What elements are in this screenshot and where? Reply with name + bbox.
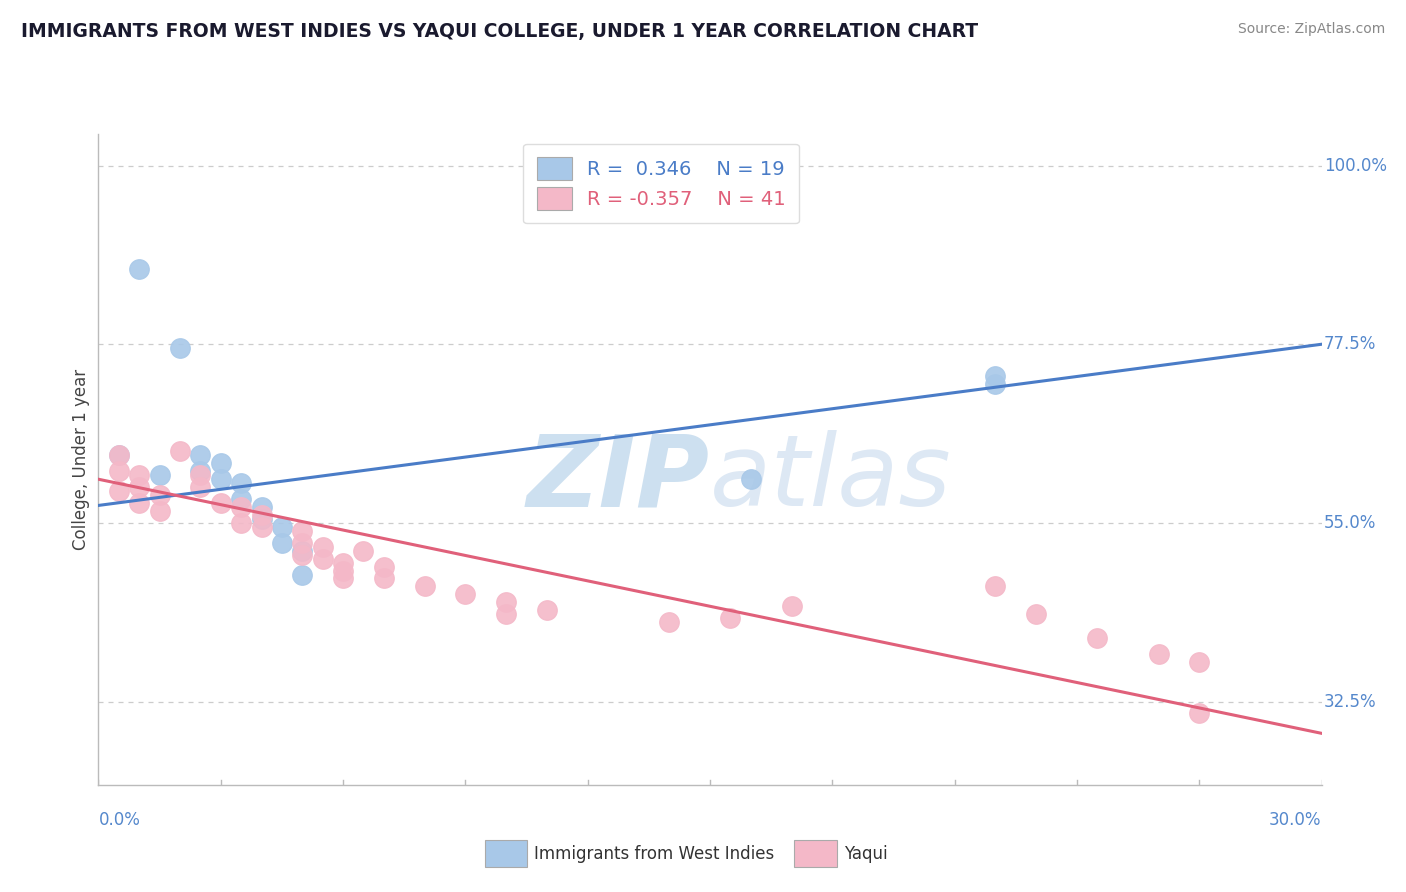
Text: 100.0%: 100.0% [1324,157,1388,175]
Point [231,516,253,530]
Point [454,587,477,601]
Point [312,540,335,554]
Point [149,488,172,502]
Point [291,543,314,558]
Point [128,468,150,483]
Point [250,508,273,522]
Point [188,480,212,494]
Point [495,595,517,609]
Point [108,449,131,463]
Point [291,535,314,549]
Point [312,551,335,566]
Point [291,548,314,562]
Text: 55.0%: 55.0% [1324,514,1376,532]
Point [740,472,762,486]
Point [984,376,1007,391]
Point [149,468,172,483]
Point [270,520,294,534]
Text: Immigrants from West Indies: Immigrants from West Indies [534,845,775,863]
Text: Yaqui: Yaqui [844,845,887,863]
Legend: R =  0.346    N = 19, R = -0.357    N = 41: R = 0.346 N = 19, R = -0.357 N = 41 [523,144,799,223]
Point [209,456,232,470]
Point [780,599,803,614]
Point [250,520,273,534]
Point [128,261,150,276]
Point [250,500,273,514]
Point [373,559,395,574]
Point [984,369,1007,384]
Point [1025,607,1047,622]
Point [1188,655,1211,669]
Point [231,492,253,507]
Point [188,468,212,483]
Point [718,611,742,625]
Point [169,341,191,355]
Point [108,484,131,499]
Point [495,607,517,622]
Point [658,615,681,630]
Point [108,449,131,463]
Point [188,449,212,463]
Point [373,572,395,586]
Point [169,444,191,458]
Point [231,500,253,514]
Point [209,496,232,510]
Point [536,603,558,617]
Text: 30.0%: 30.0% [1270,811,1322,829]
Point [1085,631,1108,645]
Point [149,504,172,518]
Point [413,579,436,593]
Text: 32.5%: 32.5% [1324,692,1376,711]
Point [108,464,131,478]
Text: 0.0%: 0.0% [98,811,141,829]
Point [128,480,150,494]
Point [984,579,1007,593]
Point [332,572,354,586]
Point [291,524,314,538]
Y-axis label: College, Under 1 year: College, Under 1 year [72,368,90,550]
Point [291,567,314,582]
Point [1188,706,1211,721]
Point [1147,647,1170,661]
Point [332,564,354,578]
Point [270,535,294,549]
Point [188,464,212,478]
Point [352,543,374,558]
Point [332,556,354,570]
Text: 77.5%: 77.5% [1324,335,1376,353]
Text: Source: ZipAtlas.com: Source: ZipAtlas.com [1237,22,1385,37]
Point [128,496,150,510]
Point [250,512,273,526]
Text: IMMIGRANTS FROM WEST INDIES VS YAQUI COLLEGE, UNDER 1 YEAR CORRELATION CHART: IMMIGRANTS FROM WEST INDIES VS YAQUI COL… [21,22,979,41]
Text: ZIP: ZIP [527,431,710,527]
Text: atlas: atlas [710,431,952,527]
Point [209,472,232,486]
Point [231,476,253,491]
